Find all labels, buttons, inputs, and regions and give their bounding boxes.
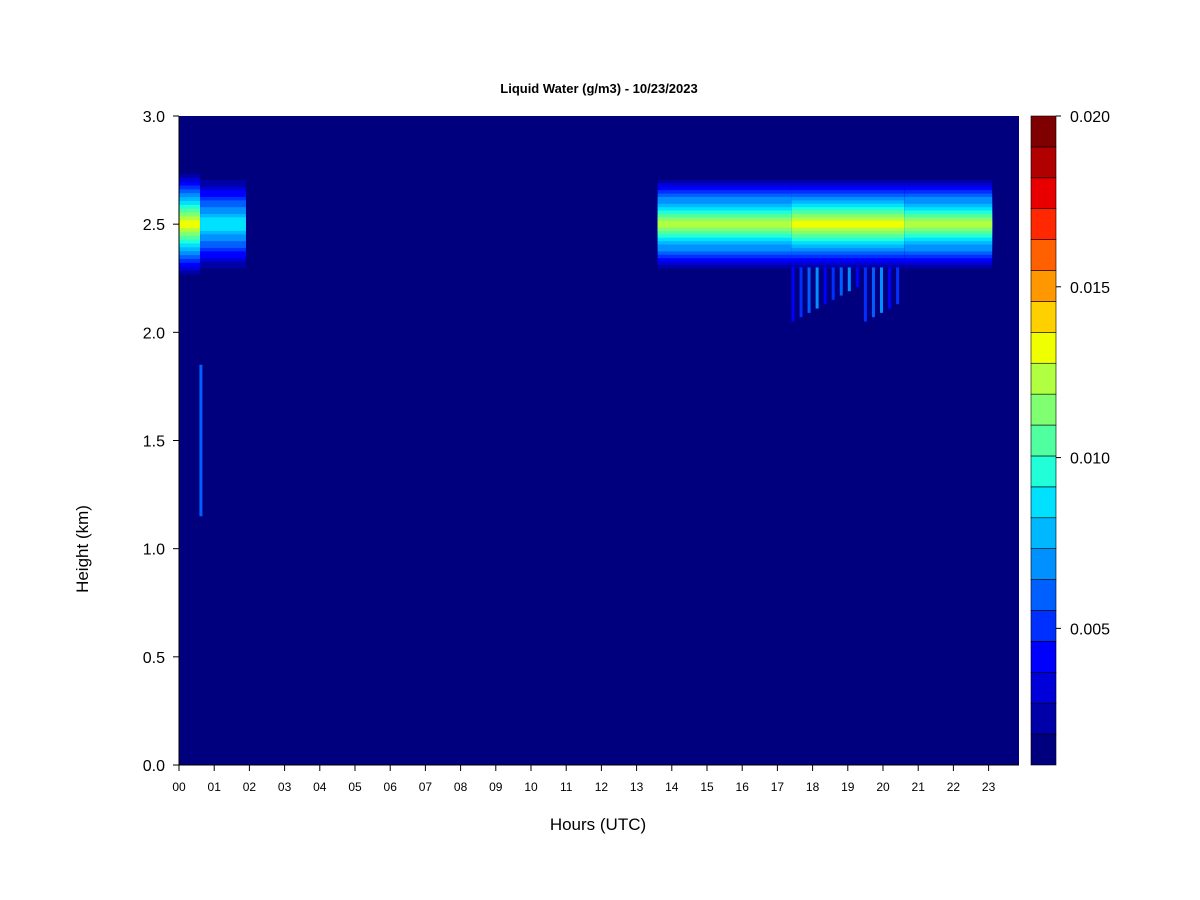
- colorbar-swatch: [1030, 486, 1057, 519]
- colorbar-swatch: [1030, 424, 1057, 457]
- x-tick-label: 22: [947, 780, 961, 794]
- heatmap-streak: [863, 267, 867, 322]
- x-tick-label: 10: [524, 780, 538, 794]
- colorbar-swatch: [1030, 208, 1057, 240]
- heatmap-streak: [199, 364, 203, 517]
- x-tick-label: 03: [278, 780, 292, 794]
- heatmap-streak: [791, 267, 795, 322]
- x-tick-label: 18: [806, 780, 820, 794]
- x-tick-label: 12: [595, 780, 609, 794]
- x-tick-label: 11: [560, 780, 573, 794]
- colorbar-swatch: [1030, 177, 1057, 210]
- colorbar-tick-label: 0.005: [1070, 621, 1110, 638]
- x-tick-label: 01: [208, 780, 222, 794]
- colorbar-swatch: [1030, 455, 1057, 488]
- heatmap-streak: [847, 267, 851, 292]
- x-tick-label: 16: [736, 780, 750, 794]
- heatmap-streak: [871, 267, 875, 318]
- heatmap-streak: [831, 267, 835, 300]
- y-axis: 0.0 0.5 1.0 1.5 2.0 2.5 3.0: [143, 109, 180, 775]
- heatmap-cell: [791, 220, 905, 228]
- y-tick-label: 3.0: [143, 109, 165, 126]
- colorbar-swatch: [1030, 641, 1057, 673]
- x-tick-label: 23: [982, 780, 996, 794]
- colorbar-swatch: [1030, 548, 1057, 580]
- y-tick-label: 0.5: [143, 650, 165, 667]
- heatmap-streak: [888, 267, 892, 309]
- colorbar-swatch: [1030, 517, 1057, 549]
- colorbar-swatch: [1030, 702, 1057, 735]
- colorbar-swatch: [1030, 579, 1057, 611]
- heatmap-area: [179, 116, 1019, 765]
- colorbar-swatch: [1030, 301, 1057, 333]
- colorbar-swatch: [1030, 733, 1057, 766]
- heatmap-streak: [807, 267, 811, 313]
- y-tick-label: 1.5: [143, 434, 165, 451]
- heatmap-feature: [200, 176, 246, 272]
- y-tick-label: 1.0: [143, 542, 165, 559]
- x-tick-label: 19: [841, 780, 855, 794]
- heatmap-feature: [791, 176, 905, 322]
- heatmap-streak: [855, 267, 859, 287]
- heatmap-streak: [879, 267, 883, 313]
- colorbar-swatch: [1030, 115, 1057, 148]
- y-tick-label: 2.5: [143, 217, 165, 234]
- heatmap-cell: [179, 220, 201, 229]
- y-tick-label: 0.0: [143, 758, 165, 775]
- x-tick-label: 20: [876, 780, 890, 794]
- x-axis-label: Hours (UTC): [550, 815, 646, 834]
- colorbar-tick-label: 0.010: [1070, 451, 1110, 468]
- colorbar-swatch: [1030, 270, 1057, 302]
- colorbar-swatch: [1030, 610, 1057, 642]
- heatmap-feature: [179, 170, 203, 517]
- heatmap-cell: [200, 220, 246, 228]
- heatmap-streak: [896, 267, 900, 305]
- x-tick-label: 13: [630, 780, 644, 794]
- x-tick-label: 00: [172, 780, 186, 794]
- colorbar-swatch: [1030, 332, 1057, 364]
- colorbar-ticks: 0.005 0.010 0.015 0.020: [1056, 109, 1110, 638]
- heatmap-streak: [815, 267, 819, 309]
- x-tick-label: 09: [489, 780, 503, 794]
- colorbar-tick-label: 0.020: [1070, 109, 1110, 126]
- chart-title: Liquid Water (g/m3) - 10/23/2023: [500, 81, 697, 96]
- x-tick-label: 17: [771, 780, 785, 794]
- colorbar-swatch: [1030, 671, 1057, 704]
- x-tick-label: 04: [313, 780, 327, 794]
- x-tick-label: 08: [454, 780, 468, 794]
- x-tick-label: 21: [912, 780, 926, 794]
- colorbar-swatch: [1030, 239, 1057, 271]
- colorbar-tick-label: 0.015: [1070, 280, 1110, 297]
- colorbar-swatch: [1030, 146, 1057, 179]
- colorbar: [1030, 115, 1057, 766]
- heatmap-streak: [823, 267, 827, 305]
- colorbar-swatch: [1030, 393, 1057, 426]
- heatmap-streak: [799, 267, 803, 318]
- x-tick-label: 06: [384, 780, 398, 794]
- y-axis-label: Height (km): [73, 505, 92, 593]
- colorbar-swatch: [1030, 362, 1057, 395]
- y-tick-label: 2.0: [143, 325, 165, 342]
- x-tick-label: 02: [243, 780, 257, 794]
- x-axis: 00 01 02 03 04 05 06 07 08 09 10 11 12 13 14 15 16 17 18 19…: [172, 764, 1019, 794]
- x-tick-label: 15: [700, 780, 714, 794]
- heatmap-streak: [839, 267, 843, 296]
- x-tick-label: 05: [348, 780, 362, 794]
- x-tick-label: 14: [665, 780, 679, 794]
- x-tick-label: 07: [419, 780, 433, 794]
